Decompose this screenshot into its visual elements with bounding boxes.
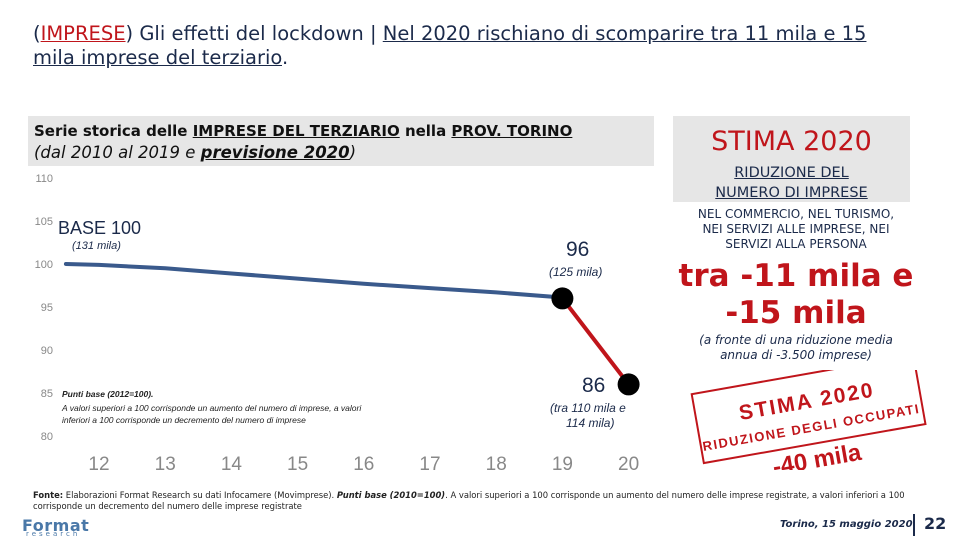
- rid-line-1: RIDUZIONE DEL: [734, 165, 849, 181]
- stima-box: [673, 116, 910, 202]
- base-label: BASE 100: [58, 218, 141, 238]
- y-tick-label: 95: [41, 302, 53, 314]
- afr-line-2: annua di -3.500 imprese): [720, 348, 872, 362]
- panel-l2-post: ): [349, 143, 357, 162]
- stamp-border: [690, 370, 927, 465]
- panel-u2: PROV. TORINO: [451, 122, 573, 140]
- panel-text: Serie storica delle: [34, 122, 193, 140]
- nel-line-2: NEI SERVIZI ALLE IMPRESE, NEI: [702, 222, 890, 236]
- panel-u1: IMPRESE DEL TERZIARIO: [192, 122, 400, 140]
- title-red: IMPRESE: [40, 22, 126, 45]
- x-tick-label: 13: [155, 454, 176, 475]
- x-tick-label: 12: [88, 454, 109, 475]
- x-tick-label: 14: [221, 454, 243, 475]
- panel-l2-pre: (dal 2010 al 2019 e: [34, 143, 201, 162]
- data-point-marker: [551, 287, 574, 310]
- panel-l2-bold: previsione 2020: [200, 143, 350, 162]
- stima-title: STIMA 2020: [711, 126, 872, 157]
- series-line: [63, 262, 565, 300]
- y-axis: 110 105 100 95 90 85 80: [35, 173, 53, 443]
- x-tick-label: 16: [353, 454, 374, 475]
- foot-text1: Elaborazioni Format Research su dati Inf…: [63, 490, 337, 500]
- y-tick-label: 105: [35, 216, 53, 228]
- y-tick-label: 85: [41, 388, 53, 400]
- occupati-stamp: STIMA 2020 RIDUZIONE DEGLI OCCUPATI -40 …: [690, 370, 930, 470]
- slide-title: (IMPRESE) Gli effetti del lockdown | Nel…: [33, 22, 867, 69]
- data-point-marker: [617, 373, 640, 396]
- afr-line-1: (a fronte di una riduzione media: [699, 333, 893, 347]
- slide-date: Torino, 15 maggio 2020: [780, 519, 913, 530]
- line-chart: 110 105 100 95 90 85 80 12 13 14 15 16 17 18 19 20 BAS…: [35, 173, 640, 475]
- chart-markers: [551, 287, 640, 396]
- chart-header-line2: (dal 2010 al 2019 e previsione 2020): [34, 143, 356, 162]
- note-bold: Punti base (2012=100).: [62, 389, 153, 399]
- note-line-1: A valori superiori a 100 corrisponde un …: [61, 403, 362, 413]
- x-axis: 12 13 14 15 16 17 18 19 20: [88, 454, 639, 475]
- title-link: Nel 2020 rischiano di scomparire tra 11 …: [33, 22, 867, 69]
- x-tick-label: 20: [618, 454, 639, 475]
- chart-lines: [63, 262, 631, 387]
- value-96-sub: (125 mila): [549, 265, 602, 279]
- y-tick-label: 110: [35, 173, 53, 185]
- x-tick-label: 19: [552, 454, 573, 475]
- rid-line-2: NUMERO DI IMPRESE: [715, 185, 868, 201]
- tra-line-2: -15 mila: [725, 295, 867, 331]
- value-96: 96: [566, 238, 589, 261]
- stima-riduzione: RIDUZIONE DEL NUMERO DI IMPRESE: [676, 163, 907, 203]
- foot-bold: Punti base (2010=100): [336, 490, 446, 500]
- logo-name: Format: [22, 516, 90, 535]
- title-mid: Gli effetti del lockdown |: [133, 22, 383, 45]
- foot-text2: . A valori superiori a 100 corrisponde u…: [33, 490, 905, 511]
- tra-line-1: tra -11 mila e: [678, 258, 914, 294]
- x-tick-label: 15: [287, 454, 308, 475]
- series-line: [560, 296, 631, 387]
- nel-line-1: NEL COMMERCIO, NEL TURISMO,: [697, 207, 895, 221]
- panel-mid: nella: [399, 122, 452, 140]
- stamp-svg: STIMA 2020 RIDUZIONE DEGLI OCCUPATI -40 …: [690, 370, 927, 470]
- note-line-2: inferiori a 100 corrisponde un decrement…: [62, 415, 306, 425]
- base-sub: (131 mila): [72, 240, 121, 252]
- value-86-sub-1: (tra 110 mila e: [550, 401, 626, 415]
- x-tick-label: 17: [419, 454, 440, 475]
- x-tick-label: 18: [486, 454, 507, 475]
- page-number: 22: [924, 514, 947, 533]
- chart-header-panel: [28, 116, 654, 166]
- value-86-sub-2: 114 mila): [566, 416, 614, 430]
- logo-sub: research: [26, 530, 81, 538]
- stima-settori: NEL COMMERCIO, NEL TURISMO, NEI SERVIZI A…: [676, 207, 916, 252]
- y-tick-label: 80: [41, 431, 53, 443]
- stima-range: tra -11 mila e -15 mila: [676, 258, 916, 332]
- y-tick-label: 100: [35, 259, 53, 271]
- y-tick-label: 90: [41, 345, 53, 357]
- value-86: 86: [582, 374, 605, 397]
- stima-note: (a fronte di una riduzione media annua di…: [676, 333, 916, 363]
- chart-header-line1: Serie storica delle IMPRESE DEL TERZIARI…: [34, 122, 572, 140]
- foot-label: Fonte:: [33, 490, 64, 500]
- footer-separator: [913, 514, 915, 536]
- nel-line-3: SERVIZI ALLA PERSONA: [725, 237, 867, 251]
- footer-source: Fonte: Elaborazioni Format Research su d…: [33, 490, 948, 512]
